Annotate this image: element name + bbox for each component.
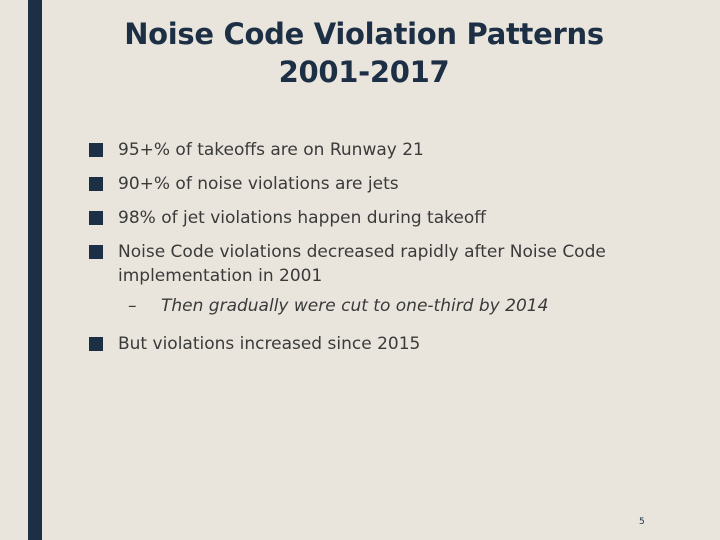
dash-bullet-icon: – bbox=[128, 296, 137, 316]
sub-bullet-text: Then gradually were cut to one-third by … bbox=[161, 296, 549, 316]
square-bullet-icon bbox=[89, 211, 103, 225]
bullet-item-takeoff: 98% of jet violations happen during take… bbox=[89, 206, 649, 230]
bullet-text: 95+% of takeoffs are on Runway 21 bbox=[118, 140, 424, 160]
square-bullet-icon bbox=[89, 143, 103, 157]
square-bullet-icon bbox=[89, 177, 103, 191]
bullet-text: 90+% of noise violations are jets bbox=[118, 174, 399, 194]
bullet-text: But violations increased since 2015 bbox=[118, 334, 421, 354]
sub-bullet-item: – Then gradually were cut to one-third b… bbox=[118, 294, 649, 318]
slide-title: Noise Code Violation Patterns 2001-2017 bbox=[90, 15, 638, 91]
square-bullet-icon bbox=[89, 337, 103, 351]
bullet-list: 95+% of takeoffs are on Runway 21 90+% o… bbox=[89, 138, 649, 366]
bullet-item-jets: 90+% of noise violations are jets bbox=[89, 172, 649, 196]
slide-accent-bar bbox=[28, 0, 42, 540]
page-number: 5 bbox=[639, 517, 645, 527]
bullet-item-decrease: Noise Code violations decreased rapidly … bbox=[89, 240, 649, 318]
bullet-text: Noise Code violations decreased rapidly … bbox=[118, 242, 606, 286]
slide-title-line-2: 2001-2017 bbox=[278, 55, 450, 89]
slide-title-line-1: Noise Code Violation Patterns bbox=[124, 17, 604, 51]
bullet-item-runway: 95+% of takeoffs are on Runway 21 bbox=[89, 138, 649, 162]
bullet-text: 98% of jet violations happen during take… bbox=[118, 208, 486, 228]
bullet-item-increase: But violations increased since 2015 bbox=[89, 332, 649, 356]
square-bullet-icon bbox=[89, 245, 103, 259]
